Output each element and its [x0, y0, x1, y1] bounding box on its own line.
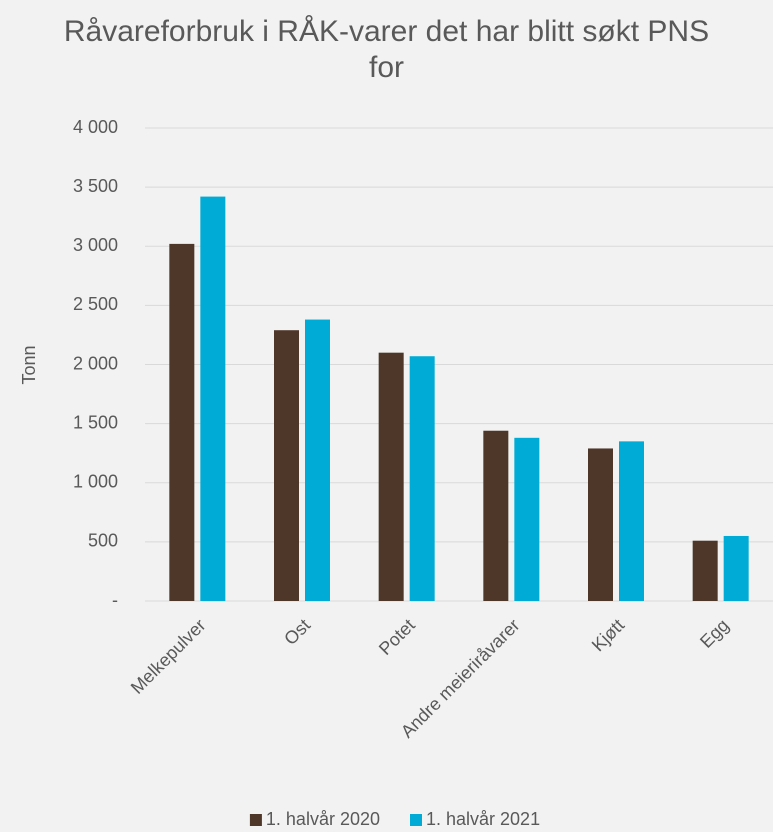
y-tick-label: 2 000: [73, 353, 118, 373]
y-tick-label: 2 500: [73, 294, 118, 314]
y-axis-label: Tonn: [19, 345, 39, 384]
bar: [723, 535, 749, 601]
bar: [409, 356, 435, 601]
x-tick-label: Kjøtt: [588, 615, 628, 655]
legend-swatch: [410, 814, 422, 826]
bar: [483, 430, 509, 601]
chart-title: Råvareforbruk i RÅK-varer det har blitt …: [63, 15, 710, 84]
bar: [514, 437, 540, 601]
bar: [305, 319, 330, 601]
x-tick-label: Egg: [696, 615, 733, 652]
legend-label: 1. halvår 2020: [266, 809, 380, 829]
x-tick-label: Melkepulver: [127, 615, 210, 698]
bar: [274, 330, 299, 601]
y-tick-label: -: [112, 590, 118, 610]
y-tick-label: 3 000: [73, 235, 118, 255]
bar: [169, 243, 195, 601]
bar: [588, 448, 613, 601]
bar: [378, 352, 404, 601]
bar: [200, 196, 226, 601]
x-tick-label: Ost: [280, 615, 314, 649]
x-tick-label: Potet: [375, 615, 419, 659]
bar: [619, 441, 644, 601]
y-tick-label: 3 500: [73, 176, 118, 196]
x-tick-label: Andre meieriråvarer: [397, 615, 524, 742]
y-tick-label: 500: [88, 531, 118, 551]
y-tick-label: 1 000: [73, 472, 118, 492]
legend-swatch: [249, 814, 262, 826]
legend-label: 1. halvår 2021: [426, 809, 540, 829]
y-tick-label: 4 000: [73, 117, 118, 137]
y-tick-label: 1 500: [73, 412, 118, 432]
bar: [692, 540, 718, 601]
